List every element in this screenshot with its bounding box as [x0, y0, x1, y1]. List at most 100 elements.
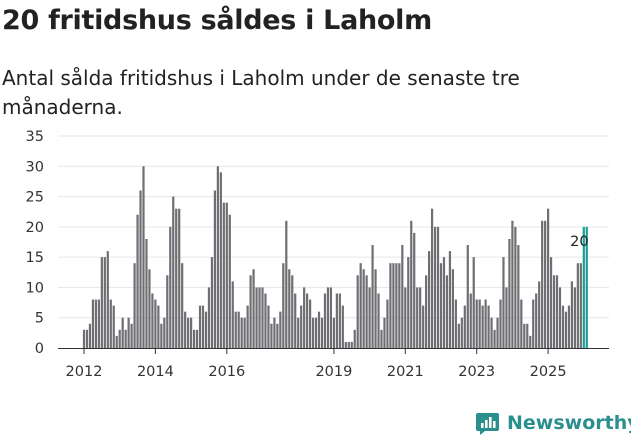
bar	[124, 329, 127, 348]
bar	[544, 220, 547, 348]
x-tick-label: 2012	[66, 364, 103, 380]
bar	[190, 317, 193, 348]
bar	[523, 323, 526, 348]
bar	[85, 329, 89, 348]
bar	[320, 317, 324, 348]
y-axis: 0 5 10 15 20 25 30 35	[26, 129, 44, 357]
bar	[407, 257, 410, 348]
bar	[371, 245, 374, 348]
bar	[288, 269, 291, 348]
bar	[532, 299, 535, 348]
bar	[294, 293, 297, 348]
bar	[338, 293, 341, 348]
bar	[210, 257, 214, 348]
bar	[297, 317, 300, 348]
bar	[118, 329, 121, 348]
bar	[267, 305, 270, 348]
bar	[561, 305, 565, 348]
bar	[213, 190, 216, 348]
bar	[258, 287, 261, 348]
bar	[442, 257, 446, 348]
newsworthy-icon	[476, 412, 499, 435]
bar	[538, 281, 541, 348]
bar	[487, 305, 490, 348]
bar	[511, 220, 514, 348]
y-tick-label: 20	[26, 220, 44, 236]
bar	[368, 287, 371, 348]
bar	[91, 299, 95, 348]
bar	[121, 317, 124, 348]
bar	[347, 341, 350, 348]
bar	[436, 226, 440, 348]
bar	[231, 281, 234, 348]
bar	[184, 311, 187, 348]
bar	[160, 323, 163, 348]
bar	[425, 275, 428, 348]
bar	[484, 299, 487, 348]
bar	[395, 263, 398, 348]
bar	[219, 172, 222, 348]
bar	[94, 299, 97, 348]
bar	[541, 220, 544, 348]
bar	[383, 317, 386, 348]
bar	[192, 329, 196, 348]
bar	[82, 329, 86, 348]
bar	[261, 287, 264, 348]
bar	[151, 293, 154, 348]
bar	[445, 275, 449, 348]
bar	[154, 299, 157, 348]
chart-title: 20 fritidshus såldes i Laholm	[2, 5, 432, 36]
bar	[148, 269, 151, 348]
bar	[463, 305, 466, 348]
x-tick-label: 2019	[315, 364, 352, 380]
x-tick-label: 2023	[458, 364, 495, 380]
bar-highlight	[582, 226, 585, 348]
bar	[502, 257, 505, 348]
bar	[329, 287, 333, 348]
bar	[115, 335, 118, 348]
y-tick-label: 25	[26, 190, 44, 206]
bar	[422, 305, 425, 348]
bar	[365, 275, 368, 348]
bar	[460, 317, 463, 348]
bar	[496, 317, 499, 348]
x-tick-label: 2014	[137, 364, 174, 380]
bar	[433, 226, 437, 348]
bar	[493, 329, 496, 348]
bar	[472, 257, 475, 348]
bar	[276, 323, 279, 348]
x-axis: 2012 2014 2016 2019 2021 2023 2025	[58, 348, 609, 380]
bar	[300, 305, 303, 348]
bar	[270, 323, 273, 348]
bar	[392, 263, 395, 348]
bar	[552, 275, 556, 348]
bar	[475, 299, 478, 348]
bar	[380, 329, 383, 348]
x-tick-label: 2016	[208, 364, 245, 380]
bar	[201, 305, 205, 348]
bar	[454, 299, 457, 348]
bar	[100, 257, 103, 348]
bar	[216, 166, 219, 348]
bars	[82, 166, 588, 348]
bar	[428, 251, 431, 348]
bar	[163, 317, 166, 348]
bar	[469, 293, 472, 348]
bar	[139, 190, 142, 348]
bar	[439, 263, 443, 348]
bar	[255, 287, 258, 348]
bar	[264, 293, 267, 348]
y-tick-label: 10	[26, 280, 44, 296]
bar	[335, 293, 338, 348]
bar	[341, 305, 344, 348]
bar	[142, 166, 145, 348]
bar	[246, 305, 249, 348]
bar	[326, 287, 330, 348]
bar	[317, 311, 321, 348]
bar	[166, 275, 169, 348]
bar	[314, 317, 318, 348]
bar	[416, 287, 419, 348]
bar	[567, 305, 571, 348]
bar	[309, 299, 312, 348]
